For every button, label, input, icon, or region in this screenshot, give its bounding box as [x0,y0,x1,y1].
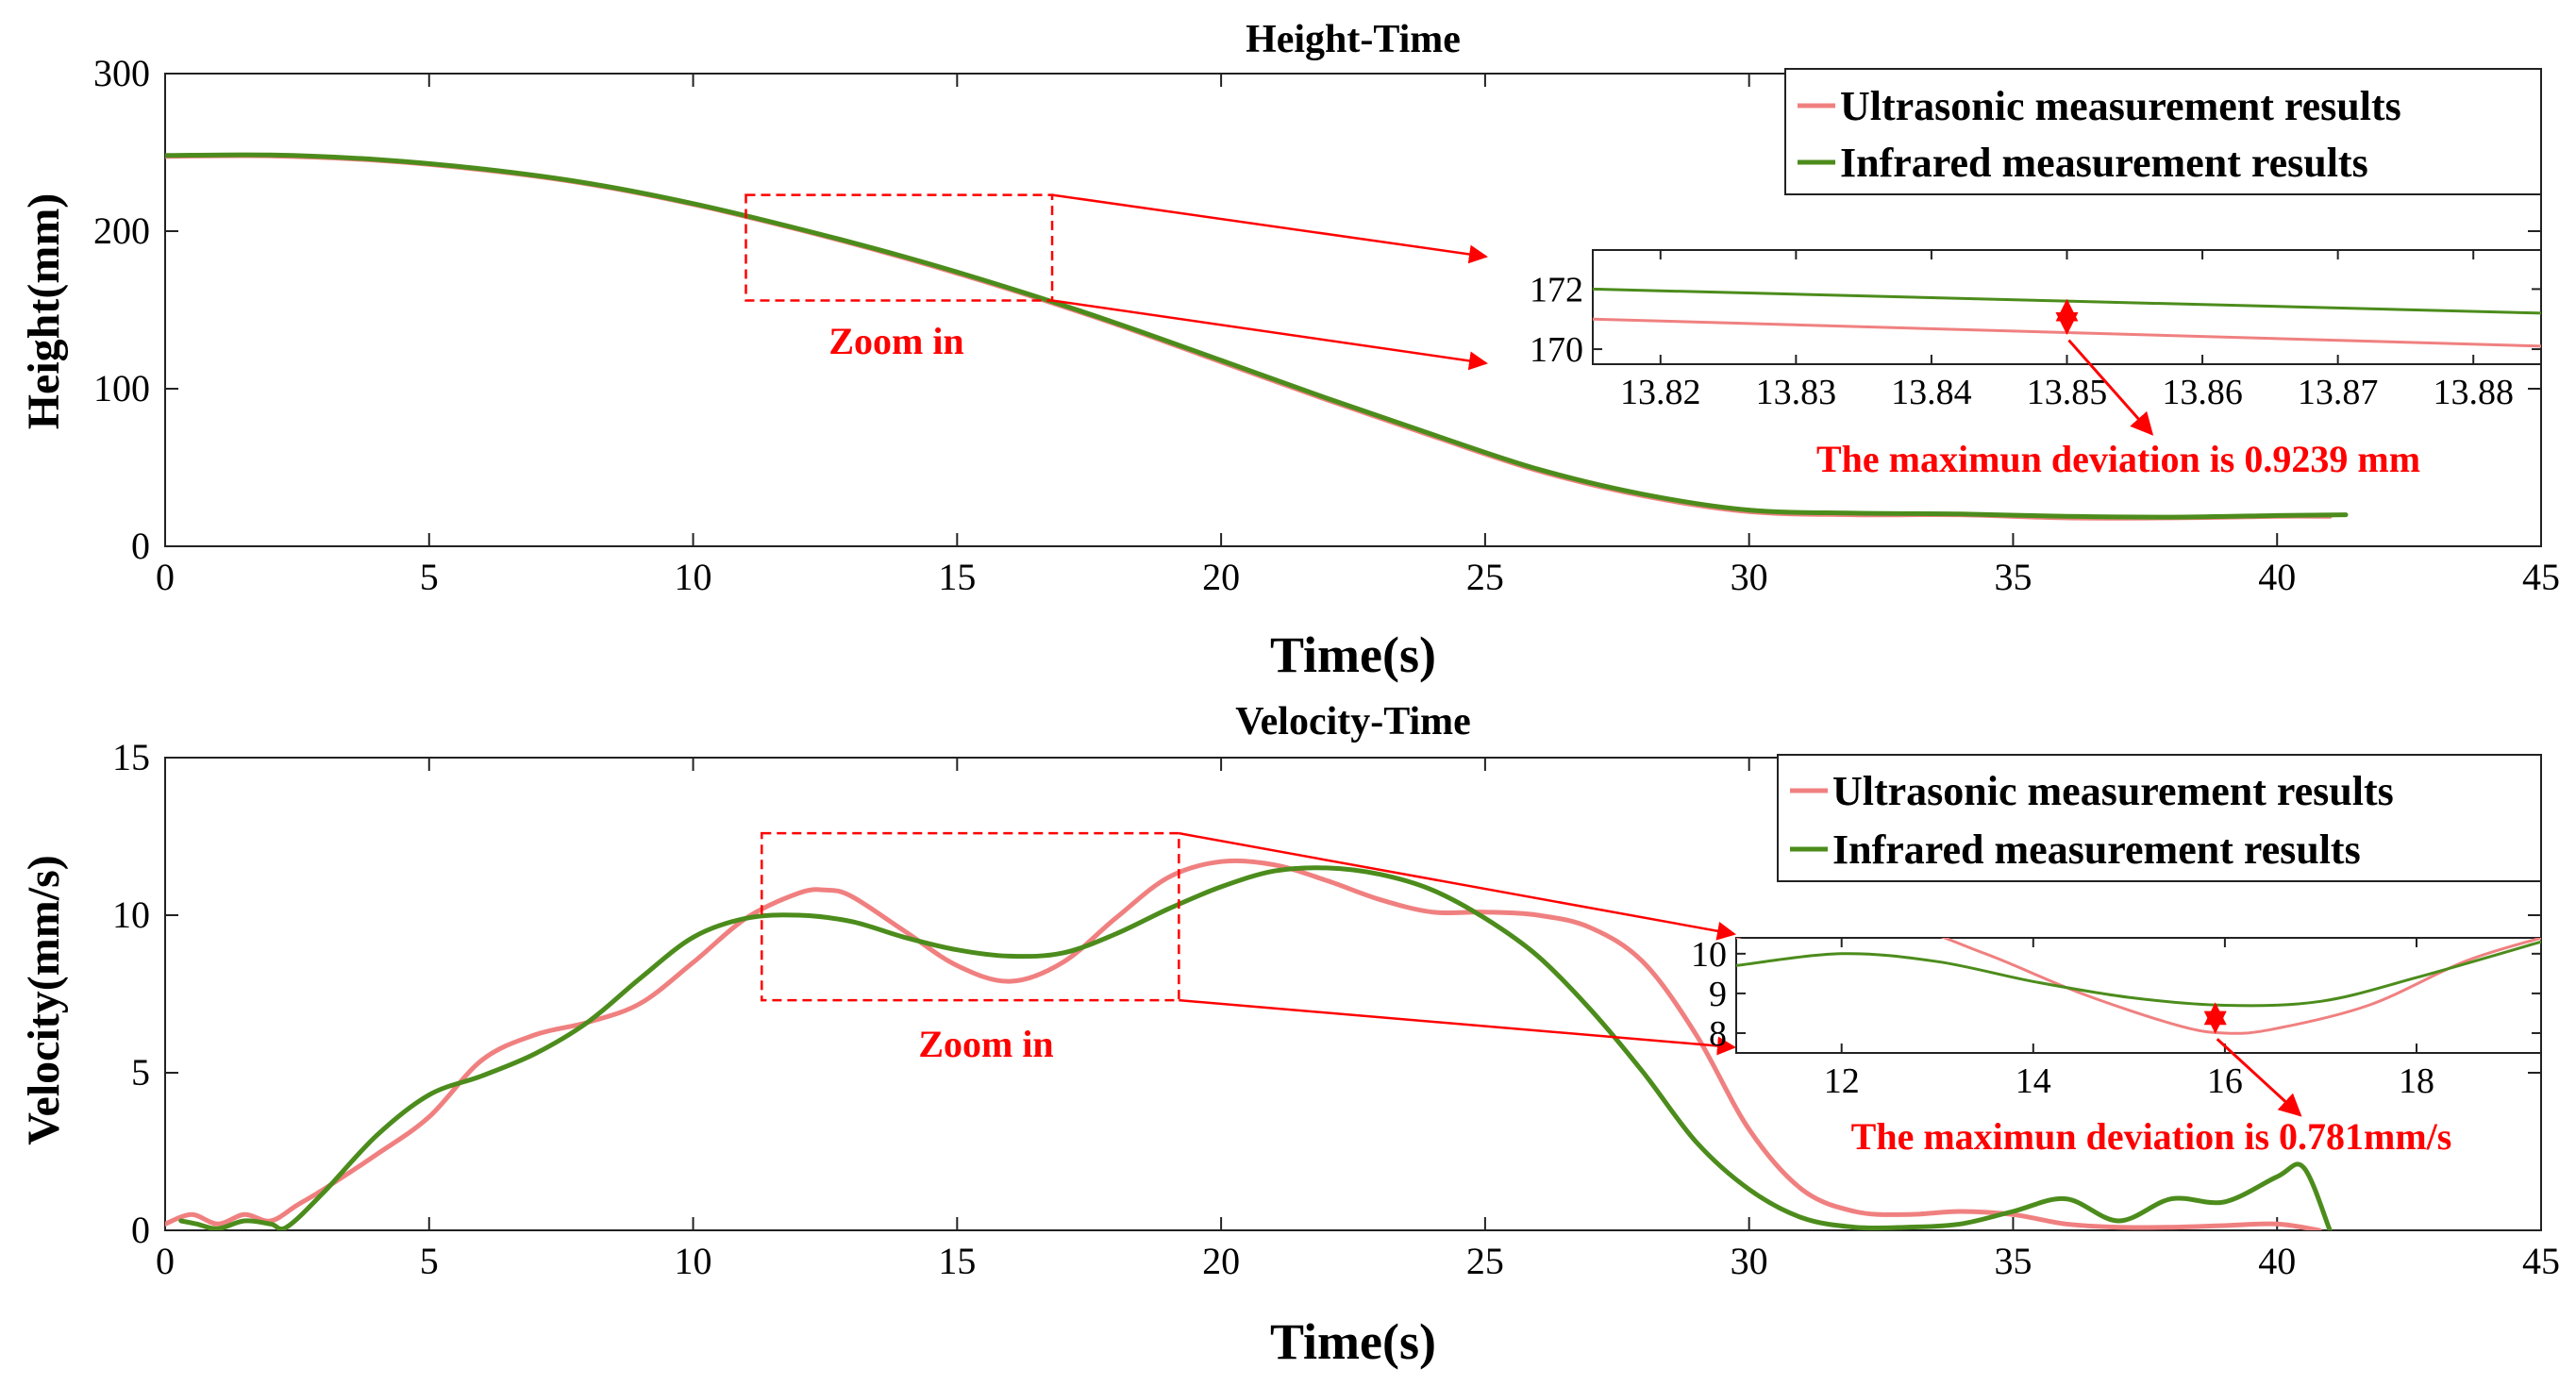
legend-label-ultrasonic: Ultrasonic measurement results [1840,83,2401,129]
zoom-label: Zoom in [828,320,963,362]
x-tick-label: 10 [675,1240,712,1282]
y-tick-label: 8 [1709,1014,1727,1054]
y-tick-label: 172 [1530,270,1583,309]
y-axis-label: Velocity(mm/s) [19,855,69,1144]
x-tick-label: 25 [1466,556,1504,598]
x-tick-label: 5 [420,1240,439,1282]
legend-label-infrared: Infrared measurement results [1832,827,2361,873]
y-axis-label: Height(mm) [19,193,69,430]
x-tick-label: 40 [2258,1240,2296,1282]
x-tick-label: 16 [2207,1061,2243,1101]
x-tick-label: 30 [1731,556,1768,598]
x-axis-label: Time(s) [1270,626,1436,683]
x-tick-label: 10 [675,556,712,598]
zoom-arrow [1051,193,1488,264]
legend-box [1777,754,2542,882]
x-tick-label: 14 [2016,1061,2051,1101]
y-tick-label: 5 [131,1051,150,1094]
zoom-arrow [1051,299,1488,371]
x-axis-label: Time(s) [1270,1313,1436,1370]
inset-area [1735,937,2542,1054]
x-tick-label: 20 [1202,1240,1240,1282]
zoom-arrow [1179,831,1736,941]
chart-title: Height-Time [1246,18,1461,61]
x-tick-label: 13.82 [1620,373,1701,412]
series-line-ultrasonic [165,858,2322,1230]
chart-height-time: Height-Time 0 5 10 15 20 25 30 35 40 45 0 100 200 300… [19,18,2560,683]
axes: 0 5 10 15 20 25 30 35 40 45 0 100 200 300 [93,52,2560,598]
x-tick-label: 0 [156,556,175,598]
x-tick-label: 45 [2522,556,2560,598]
zoom-label: Zoom in [918,1023,1053,1065]
y-tick-label: 200 [93,209,150,252]
x-tick-label: 35 [1994,1240,2032,1282]
y-tick-label: 9 [1709,975,1727,1014]
series-line-infrared [178,865,2333,1230]
x-tick-label: 13.86 [2162,373,2243,412]
x-tick-label: 5 [420,556,439,598]
x-tick-label: 12 [1824,1061,1860,1101]
y-tick-label: 300 [93,52,150,94]
legend: Ultrasonic measurement results Infrared … [1784,68,2542,195]
series-line-infrared [165,152,2349,520]
x-tick-label: 18 [2399,1061,2434,1101]
zoom-box [761,831,1180,1002]
y-tick-label: 10 [112,893,150,936]
x-tick-label: 20 [1202,556,1240,598]
legend-label-ultrasonic: Ultrasonic measurement results [1832,768,2394,814]
legend-box [1784,68,2542,195]
inset-axes: 13.82 13.83 13.84 13.85 13.86 13.87 13.88 170 17… [1530,250,2541,412]
y-tick-label: 15 [112,736,150,778]
y-tick-label: 100 [93,367,150,409]
deviation-note: The maximun deviation is 0.9239 mm [1816,438,2420,480]
series-lines [165,858,2333,1230]
deviation-marker [2055,298,2154,436]
x-tick-label: 35 [1994,556,2032,598]
y-tick-label: 0 [131,525,150,567]
series-line-infrared [1736,940,2541,1008]
deviation-marker [2203,1002,2302,1117]
chart-title: Velocity-Time [1235,700,1471,743]
y-tick-label: 170 [1530,330,1583,370]
inset-plot: 13.82 13.83 13.84 13.85 13.86 13.87 13.88 170 17… [1530,249,2542,436]
series-line-ultrasonic [1736,938,2541,1035]
x-tick-label: 13.87 [2298,373,2379,412]
x-tick-label: 0 [156,1240,175,1282]
zoom-arrow [1179,998,1736,1056]
legend: Ultrasonic measurement results Infrared … [1777,754,2542,882]
x-tick-label: 13.88 [2433,373,2514,412]
y-tick-label: 0 [131,1209,150,1251]
callout-arrow [2067,339,2154,436]
x-tick-label: 40 [2258,556,2296,598]
x-tick-label: 13.84 [1891,373,1972,412]
x-tick-label: 30 [1731,1240,1768,1282]
callout-arrow [2216,1038,2302,1117]
x-tick-label: 15 [938,1240,976,1282]
deviation-note: The maximun deviation is 0.781mm/s [1851,1115,2452,1158]
series-lines [165,152,2349,521]
chart-velocity-time: Velocity-Time 0 5 10 15 20 25 30 35 40 45 0 5 10 15 T… [19,700,2560,1370]
y-tick-label: 10 [1691,935,1727,975]
x-tick-label: 13.85 [2027,373,2108,412]
x-tick-label: 15 [938,556,976,598]
zoom-box [744,193,1054,302]
legend-label-infrared: Infrared measurement results [1840,140,2368,186]
x-tick-label: 25 [1466,1240,1504,1282]
inset-lines [1736,938,2541,1035]
x-tick-label: 45 [2522,1240,2560,1282]
x-tick-label: 13.83 [1756,373,1837,412]
